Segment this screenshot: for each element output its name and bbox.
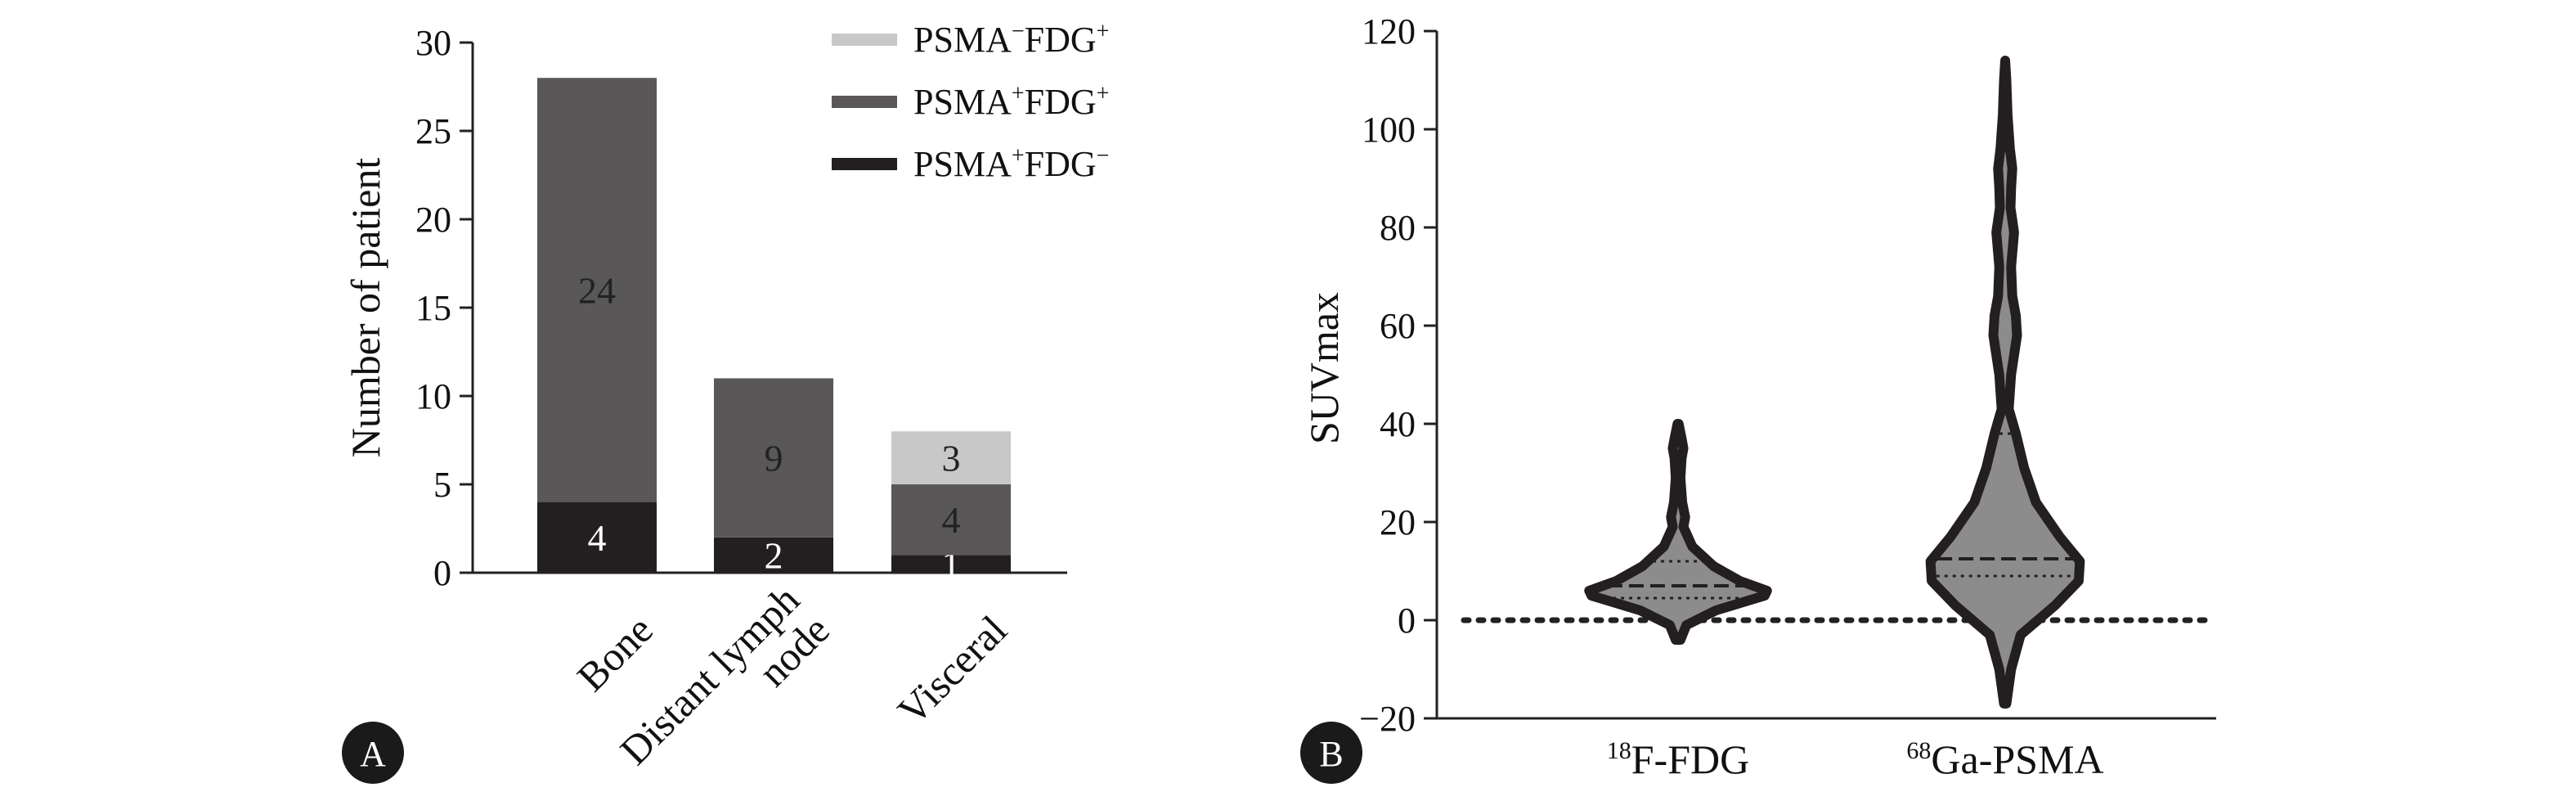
panel-a-badge: A <box>342 722 404 784</box>
bar-value-label: 2 <box>765 534 783 576</box>
panel-b-group-label: 68Ga-PSMA <box>1906 736 2103 782</box>
panel-b-y-tick-label: 120 <box>1362 11 1416 52</box>
panel-b-violin-chart: −20 0 20 40 60 80 100 120 18F-FDG 68Ga-PSMA SUVm… <box>1300 11 2216 784</box>
panel-a-y-tick-label: 0 <box>433 553 451 593</box>
legend-swatch <box>832 96 897 108</box>
violin-body <box>1584 419 1772 645</box>
panel-b-y-axis-label: SUVmax <box>1301 292 1347 444</box>
panel-a-y-tick-label: 30 <box>415 23 451 63</box>
panel-a-y-tick-label: 15 <box>415 288 451 328</box>
bar-value-label: 9 <box>765 438 783 479</box>
panel-a-category-text: Bone <box>568 606 662 700</box>
bar-value-label: 3 <box>942 438 961 479</box>
panel-b-y-ticks: −20 0 20 40 60 80 100 120 <box>1359 11 1437 739</box>
bar-segment <box>891 484 1011 556</box>
panel-b-y-tick-label: 60 <box>1380 306 1416 346</box>
bar-segment <box>537 78 657 502</box>
panel-b-y-tick-label: 80 <box>1380 208 1416 248</box>
panel-a-category-text: Visceral <box>889 606 1016 733</box>
bar-segment <box>714 537 833 573</box>
panel-b-y-tick-label: 20 <box>1380 502 1416 542</box>
bar-segment <box>714 378 833 538</box>
panel-a-category-label: Bone <box>568 606 662 700</box>
panel-b-violins <box>1584 56 2085 709</box>
panel-b-y-tick-label: −20 <box>1359 699 1416 739</box>
legend-swatch <box>832 34 897 46</box>
panel-a-y-tick-label: 20 <box>415 200 451 240</box>
panel-b-group-label: 18F-FDG <box>1607 736 1749 782</box>
panel-a-category-label: Visceral <box>889 606 1016 733</box>
panel-b-badge: B <box>1300 722 1362 784</box>
bar-value-label: 4 <box>942 499 961 541</box>
legend-label: PSMA−FDG+ <box>913 19 1109 60</box>
panel-a-letter: A <box>360 734 386 774</box>
violin-body <box>1925 56 2085 709</box>
legend-label: PSMA+FDG+ <box>913 81 1109 122</box>
panel-b-y-tick-label: 40 <box>1380 404 1416 444</box>
panel-a-y-axis-label: Number of patient <box>343 158 388 458</box>
bar-value-label: 4 <box>588 517 607 559</box>
bar-value-label: 24 <box>578 269 616 311</box>
legend-swatch <box>832 158 897 170</box>
legend: PSMA−FDG+ PSMA+FDG+ PSMA+FDG− <box>832 19 1109 184</box>
panel-a-y-tick-label: 5 <box>433 465 451 505</box>
bar-segment <box>537 502 657 573</box>
panel-a-y-ticks: 0 5 10 15 20 25 30 <box>415 23 473 593</box>
panel-b-y-tick-label: 0 <box>1398 601 1416 641</box>
legend-label: PSMA+FDG− <box>913 143 1109 184</box>
bar-segment <box>891 431 1011 484</box>
panel-b-group-labels: 18F-FDG 68Ga-PSMA <box>1607 736 2104 782</box>
panel-a-y-tick-label: 25 <box>415 111 451 151</box>
panel-a-y-tick-label: 10 <box>415 376 451 416</box>
panel-b-y-tick-label: 100 <box>1362 110 1416 150</box>
panel-b-letter: B <box>1319 734 1343 774</box>
bar-segment <box>891 555 1011 573</box>
